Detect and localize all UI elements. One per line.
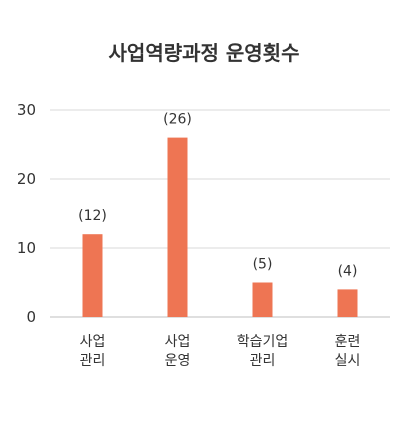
x-tick-label: 사업	[165, 334, 191, 350]
bar	[337, 289, 358, 317]
x-tick-label: 실시	[335, 353, 361, 369]
bars	[82, 137, 358, 317]
data-label: (26)	[163, 112, 192, 128]
x-tick-label: 운영	[165, 353, 191, 369]
x-tick-label: 관리	[80, 353, 106, 369]
y-tick-label: 20	[17, 170, 36, 188]
data-labels: (12) (26) (5) (4)	[78, 112, 357, 280]
x-tick-label: 사업	[80, 334, 106, 350]
x-tick-label: 학습기업	[237, 334, 289, 350]
data-label: (4)	[338, 263, 358, 279]
x-tick-label: 훈련	[335, 334, 361, 350]
y-tick-label: 30	[17, 101, 36, 119]
x-tick-label: 관리	[250, 353, 276, 369]
y-tick-label: 0	[26, 308, 36, 326]
data-label: (12)	[78, 208, 107, 224]
bar	[252, 282, 273, 317]
bar	[82, 234, 103, 317]
gridlines	[50, 109, 390, 318]
data-label: (5)	[253, 257, 273, 273]
y-axis-ticks: 0 10 20 30	[17, 101, 36, 326]
y-tick-label: 10	[17, 239, 36, 257]
chart-title: 사업역량과정 운영횟수	[109, 41, 300, 65]
bar	[167, 137, 188, 317]
